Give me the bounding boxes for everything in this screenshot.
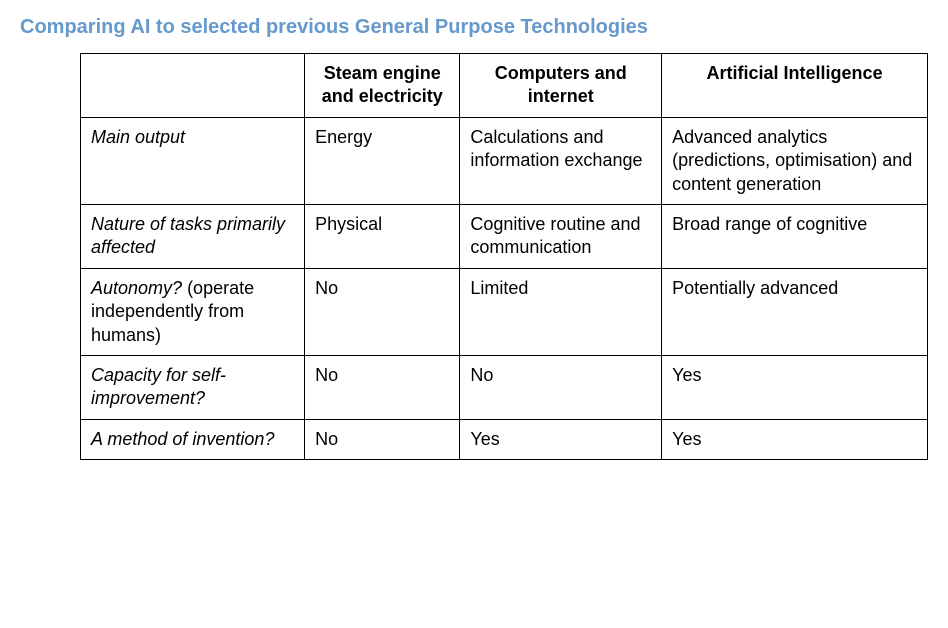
table-cell: Limited	[460, 268, 662, 355]
row-label-main: Autonomy?	[91, 278, 182, 298]
row-label-main: A method of invention?	[91, 429, 274, 449]
row-label-main: Capacity for self-improvement?	[91, 365, 226, 408]
table-row: Autonomy? (operate independently from hu…	[81, 268, 928, 355]
table-cell: No	[460, 355, 662, 419]
comparison-table: Steam engine and electricity Computers a…	[80, 53, 928, 460]
table-row: Nature of tasks primarily affected Physi…	[81, 204, 928, 268]
table-header-row: Steam engine and electricity Computers a…	[81, 54, 928, 118]
table-cell: Potentially advanced	[662, 268, 928, 355]
row-label-main: Main output	[91, 127, 185, 147]
table-cell: Cognitive routine and communication	[460, 204, 662, 268]
table-cell: Yes	[662, 419, 928, 459]
table-cell: Physical	[305, 204, 460, 268]
table-cell: Yes	[460, 419, 662, 459]
row-label: Main output	[81, 117, 305, 204]
row-label: A method of invention?	[81, 419, 305, 459]
table-header-col2: Computers and internet	[460, 54, 662, 118]
table-cell: Broad range of cognitive	[662, 204, 928, 268]
table-header-col3: Artificial Intelligence	[662, 54, 928, 118]
table-cell: No	[305, 355, 460, 419]
page-title: Comparing AI to selected previous Genera…	[20, 16, 928, 39]
table-row: Main output Energy Calculations and info…	[81, 117, 928, 204]
row-label: Autonomy? (operate independently from hu…	[81, 268, 305, 355]
table-row: A method of invention? No Yes Yes	[81, 419, 928, 459]
row-label-main: Nature of tasks primarily affected	[91, 214, 285, 257]
table-header-empty	[81, 54, 305, 118]
table-header-col1: Steam engine and electricity	[305, 54, 460, 118]
table-cell: Calculations and information exchange	[460, 117, 662, 204]
row-label: Nature of tasks primarily affected	[81, 204, 305, 268]
table-cell: Advanced analytics (predictions, optimis…	[662, 117, 928, 204]
table-cell: No	[305, 268, 460, 355]
table-cell: No	[305, 419, 460, 459]
comparison-table-container: Steam engine and electricity Computers a…	[80, 53, 928, 460]
table-cell: Yes	[662, 355, 928, 419]
table-row: Capacity for self-improvement? No No Yes	[81, 355, 928, 419]
row-label: Capacity for self-improvement?	[81, 355, 305, 419]
table-cell: Energy	[305, 117, 460, 204]
